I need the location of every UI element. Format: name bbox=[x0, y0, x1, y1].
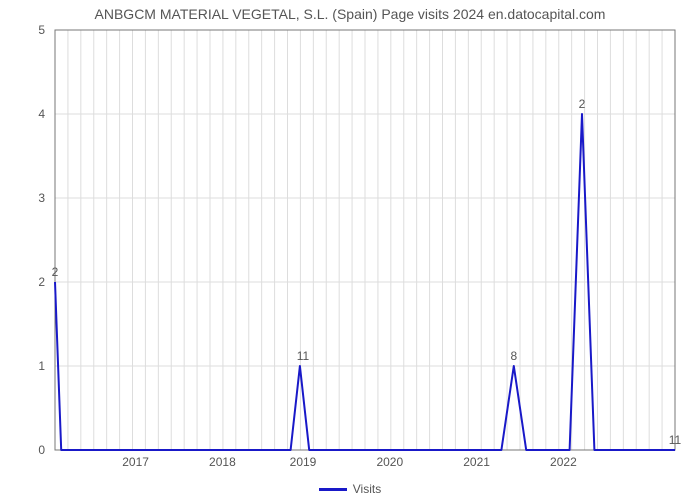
svg-text:2018: 2018 bbox=[209, 455, 236, 469]
legend-label: Visits bbox=[353, 482, 381, 496]
svg-text:2017: 2017 bbox=[122, 455, 149, 469]
svg-text:11: 11 bbox=[297, 349, 310, 363]
svg-text:4: 4 bbox=[38, 107, 45, 121]
svg-text:3: 3 bbox=[38, 191, 45, 205]
chart-legend: Visits bbox=[0, 482, 700, 496]
svg-text:2020: 2020 bbox=[376, 455, 403, 469]
chart-svg: 0 1 2 3 4 5 2017 2018 2019 2020 2021 2022 2 11 8 2 11 bbox=[0, 0, 700, 500]
svg-text:2022: 2022 bbox=[550, 455, 577, 469]
svg-text:5: 5 bbox=[38, 23, 45, 37]
svg-text:2: 2 bbox=[38, 275, 45, 289]
svg-text:2021: 2021 bbox=[463, 455, 490, 469]
svg-text:8: 8 bbox=[510, 349, 517, 363]
chart-title: ANBGCM MATERIAL VEGETAL, S.L. (Spain) Pa… bbox=[0, 6, 700, 22]
chart-container: ANBGCM MATERIAL VEGETAL, S.L. (Spain) Pa… bbox=[0, 0, 700, 500]
svg-text:1: 1 bbox=[38, 359, 45, 373]
svg-text:2: 2 bbox=[52, 265, 59, 279]
svg-text:2019: 2019 bbox=[290, 455, 317, 469]
svg-text:2: 2 bbox=[579, 97, 586, 111]
svg-text:11: 11 bbox=[669, 433, 682, 447]
svg-text:0: 0 bbox=[38, 443, 45, 457]
legend-swatch bbox=[319, 488, 347, 491]
